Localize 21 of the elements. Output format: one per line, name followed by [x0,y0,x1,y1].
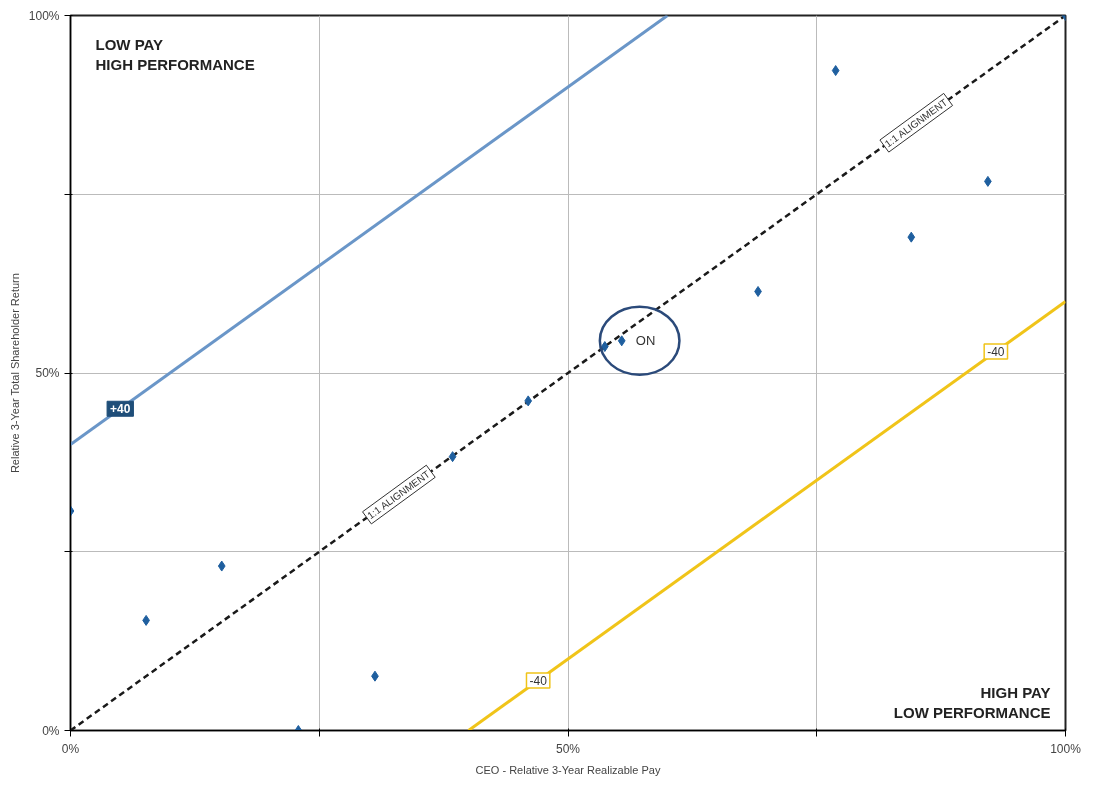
point [907,231,916,243]
annotation: ON [635,333,656,349]
annotation: LOW PAY HIGH PERFORMANCE [95,35,255,73]
y-tick-label: 100% [28,8,60,23]
annotation: -40 [987,345,1005,360]
x-tick-label: 0% [61,741,80,756]
annotation: +40 [110,402,131,417]
point [831,65,840,77]
x-axis-title: CEO - Relative 3-Year Realizable Pay [475,763,661,776]
point [617,335,626,347]
point [217,560,226,572]
y-tick-label: 50% [35,366,60,380]
x-tick-label: 100% [1050,741,1082,756]
point [448,451,457,463]
annotation: HIGH PAY LOW PERFORMANCE [893,683,1051,721]
y-axis-title: Relative 3-Year Total Shareholder Return [8,273,21,474]
point [524,395,533,407]
x-tick-label: 50% [555,741,581,756]
y-tick-label: 0% [42,723,60,738]
point [600,341,609,353]
annotation: -40 [529,673,548,688]
